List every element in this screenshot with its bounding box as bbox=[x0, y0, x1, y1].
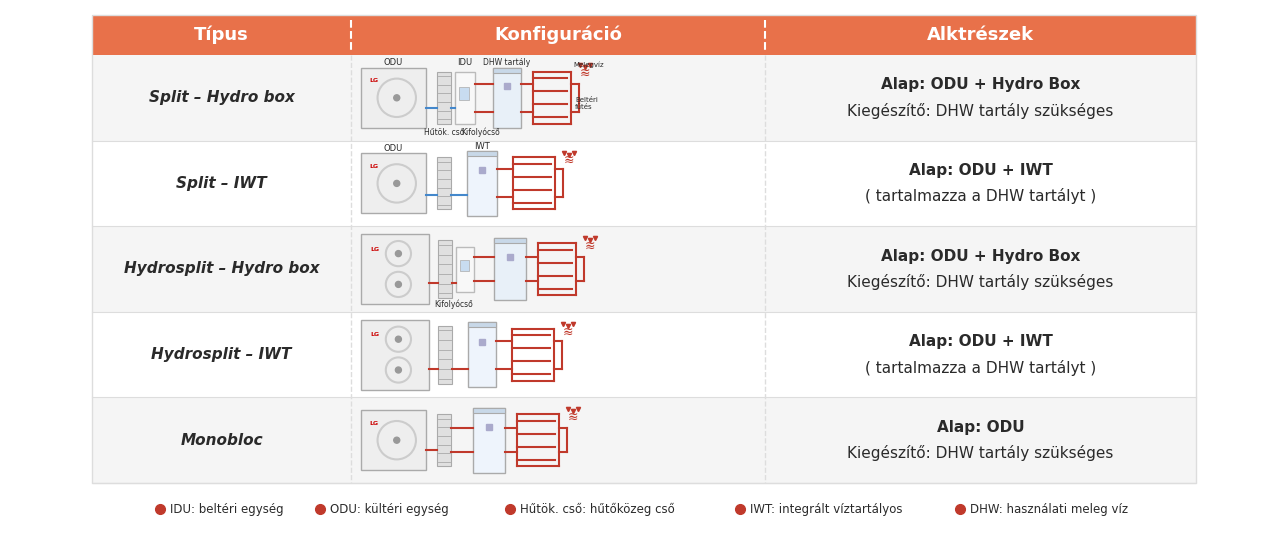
Bar bbox=[456, 246, 474, 292]
Bar bbox=[437, 414, 451, 466]
Text: Kiegészítő: DHW tartály szükséges: Kiegészítő: DHW tartály szükséges bbox=[847, 274, 1113, 290]
Bar bbox=[92, 398, 1195, 483]
Bar bbox=[92, 15, 1195, 55]
Circle shape bbox=[394, 180, 399, 186]
Text: ≋: ≋ bbox=[584, 240, 596, 252]
Text: Melegvíz: Melegvíz bbox=[574, 62, 605, 68]
Bar bbox=[361, 320, 429, 389]
Text: ≋: ≋ bbox=[580, 67, 591, 80]
Text: ≋: ≋ bbox=[562, 325, 573, 338]
Bar bbox=[92, 55, 1195, 141]
Bar bbox=[467, 322, 496, 327]
Text: Hűtök. cső: hűtőközeg cső: Hűtök. cső: hűtőközeg cső bbox=[520, 502, 675, 515]
Bar bbox=[361, 153, 426, 213]
Text: IDU: IDU bbox=[457, 58, 473, 67]
Text: Kiegészítő: DHW tartály szükséges: Kiegészítő: DHW tartály szükséges bbox=[847, 445, 1113, 461]
Text: LG: LG bbox=[370, 421, 379, 426]
Bar bbox=[92, 15, 1195, 483]
Bar bbox=[361, 68, 426, 128]
Text: ODU: kültéri egység: ODU: kültéri egység bbox=[330, 503, 448, 515]
Text: Kiegészítő: DHW tartály szükséges: Kiegészítő: DHW tartály szükséges bbox=[847, 103, 1113, 119]
Text: ≋: ≋ bbox=[568, 411, 578, 424]
Text: Alap: ODU + Hydro Box: Alap: ODU + Hydro Box bbox=[881, 249, 1080, 263]
Bar bbox=[437, 157, 451, 210]
Bar bbox=[455, 72, 475, 124]
Bar bbox=[361, 234, 429, 304]
Circle shape bbox=[395, 282, 402, 288]
Text: Split – Hydro box: Split – Hydro box bbox=[149, 90, 294, 105]
Text: Konfiguráció: Konfiguráció bbox=[494, 26, 621, 44]
Bar bbox=[473, 408, 505, 472]
Text: IWT: IWT bbox=[474, 141, 490, 151]
Text: ODU: ODU bbox=[384, 144, 403, 152]
Bar bbox=[494, 238, 526, 243]
Text: IDU: beltéri egység: IDU: beltéri egység bbox=[169, 503, 284, 515]
Text: DHW: használati meleg víz: DHW: használati meleg víz bbox=[969, 503, 1129, 515]
Bar bbox=[438, 326, 452, 383]
Text: Hydrosplit – IWT: Hydrosplit – IWT bbox=[152, 347, 291, 362]
Text: Alap: ODU + IWT: Alap: ODU + IWT bbox=[909, 334, 1053, 349]
Text: Split – IWT: Split – IWT bbox=[176, 176, 267, 191]
Text: IWT: integrált víztartályos: IWT: integrált víztartályos bbox=[750, 503, 903, 515]
Text: Alktrészek: Alktrészek bbox=[927, 26, 1034, 44]
Bar bbox=[92, 226, 1195, 312]
Circle shape bbox=[394, 95, 399, 101]
Text: Típus: Típus bbox=[194, 26, 249, 44]
Bar bbox=[458, 87, 469, 101]
Bar bbox=[493, 68, 521, 73]
Text: ≋: ≋ bbox=[564, 154, 574, 167]
Bar bbox=[494, 238, 526, 300]
Bar bbox=[467, 151, 497, 156]
Bar bbox=[361, 410, 426, 470]
Text: Alap: ODU: Alap: ODU bbox=[937, 420, 1025, 435]
Text: Alap: ODU + Hydro Box: Alap: ODU + Hydro Box bbox=[881, 78, 1080, 92]
Circle shape bbox=[394, 437, 399, 443]
Bar bbox=[460, 260, 469, 271]
Circle shape bbox=[395, 367, 402, 373]
Text: Kifolyócső: Kifolyócső bbox=[462, 127, 501, 136]
Bar bbox=[473, 408, 505, 413]
Text: LG: LG bbox=[370, 164, 379, 169]
Text: DHW tartály: DHW tartály bbox=[483, 58, 530, 67]
Text: Alap: ODU + IWT: Alap: ODU + IWT bbox=[909, 163, 1053, 178]
Text: Monobloc: Monobloc bbox=[180, 433, 263, 448]
Text: LG: LG bbox=[370, 247, 379, 252]
Text: Hűtök. cső: Hűtök. cső bbox=[424, 128, 465, 136]
Bar bbox=[92, 312, 1195, 398]
Bar bbox=[467, 151, 497, 216]
Text: ODU: ODU bbox=[384, 58, 403, 67]
Text: LG: LG bbox=[370, 333, 379, 338]
Bar bbox=[92, 141, 1195, 226]
Bar bbox=[493, 68, 521, 128]
Text: ( tartalmazza a DHW tartályt ): ( tartalmazza a DHW tartályt ) bbox=[865, 360, 1097, 376]
Text: LG: LG bbox=[370, 79, 379, 84]
Text: ( tartalmazza a DHW tartályt ): ( tartalmazza a DHW tartályt ) bbox=[865, 189, 1097, 205]
Text: Kifolyócső: Kifolyócső bbox=[434, 299, 474, 309]
Bar bbox=[467, 322, 496, 387]
Circle shape bbox=[395, 336, 402, 342]
Text: Beltéri
fűtés: Beltéri fűtés bbox=[575, 97, 598, 111]
Text: Hydrosplit – Hydro box: Hydrosplit – Hydro box bbox=[123, 261, 320, 277]
Bar bbox=[438, 240, 452, 298]
Circle shape bbox=[395, 251, 402, 257]
Bar bbox=[437, 72, 451, 124]
